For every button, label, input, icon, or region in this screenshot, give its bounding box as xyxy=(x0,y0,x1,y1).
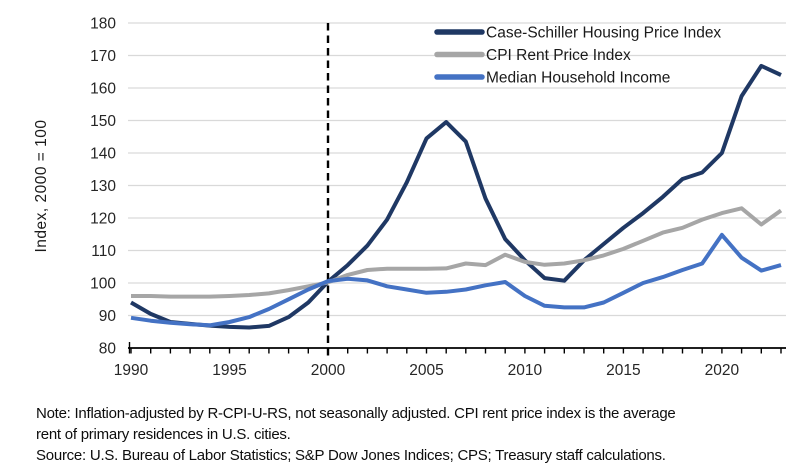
y-tick-label: 130 xyxy=(90,178,116,195)
note-line-1: Note: Inflation-adjusted by R-CPI-U-RS, … xyxy=(36,405,676,422)
x-tick-label: 2000 xyxy=(311,362,346,379)
legend-label: Case-Schiller Housing Price Index xyxy=(486,25,721,42)
y-tick-label: 90 xyxy=(99,308,117,325)
line-chart: 80 90 100 110 120 130 140 150 160 170 180 1990 1995 2… xyxy=(33,16,786,379)
footnotes: Note: Inflation-adjusted by R-CPI-U-RS, … xyxy=(36,403,796,466)
y-axis-title: Index, 2000 = 100 xyxy=(33,119,50,252)
series-line-median-household-income xyxy=(130,232,782,328)
legend-item-case-schiller-housing-price-index: Case-Schiller Housing Price Index xyxy=(434,25,721,42)
series-line-cpi-rent-price-index xyxy=(131,206,783,299)
x-tick-label: 1995 xyxy=(212,362,246,379)
note-line-3: Source: U.S. Bureau of Labor Statistics;… xyxy=(36,447,666,464)
x-tick-label: 2015 xyxy=(606,362,640,379)
x-tick-label: 1990 xyxy=(114,362,149,379)
legend-item-median-household-income: Median Household Income xyxy=(434,70,670,87)
y-tick-label: 80 xyxy=(99,341,117,358)
y-tick-label: 100 xyxy=(90,276,116,293)
note-line-2: rent of primary residences in U.S. citie… xyxy=(36,426,291,443)
y-tick-label: 150 xyxy=(90,113,116,130)
y-tick-label: 110 xyxy=(91,243,116,260)
y-tick-label: 160 xyxy=(90,81,116,98)
y-tick-label: 180 xyxy=(90,16,116,33)
series-line-case-schiller-housing-price-index xyxy=(129,63,782,330)
legend-item-cpi-rent-price-index: CPI Rent Price Index xyxy=(434,47,631,64)
x-tick-label: 2010 xyxy=(508,362,543,379)
x-tick-label: 2020 xyxy=(705,362,740,379)
x-tick-label: 2005 xyxy=(409,362,443,379)
y-tick-label: 170 xyxy=(90,48,116,65)
y-tick-label: 140 xyxy=(90,146,116,163)
legend-label: Median Household Income xyxy=(486,70,670,87)
legend-label: CPI Rent Price Index xyxy=(486,47,631,64)
y-tick-label: 120 xyxy=(90,211,116,228)
